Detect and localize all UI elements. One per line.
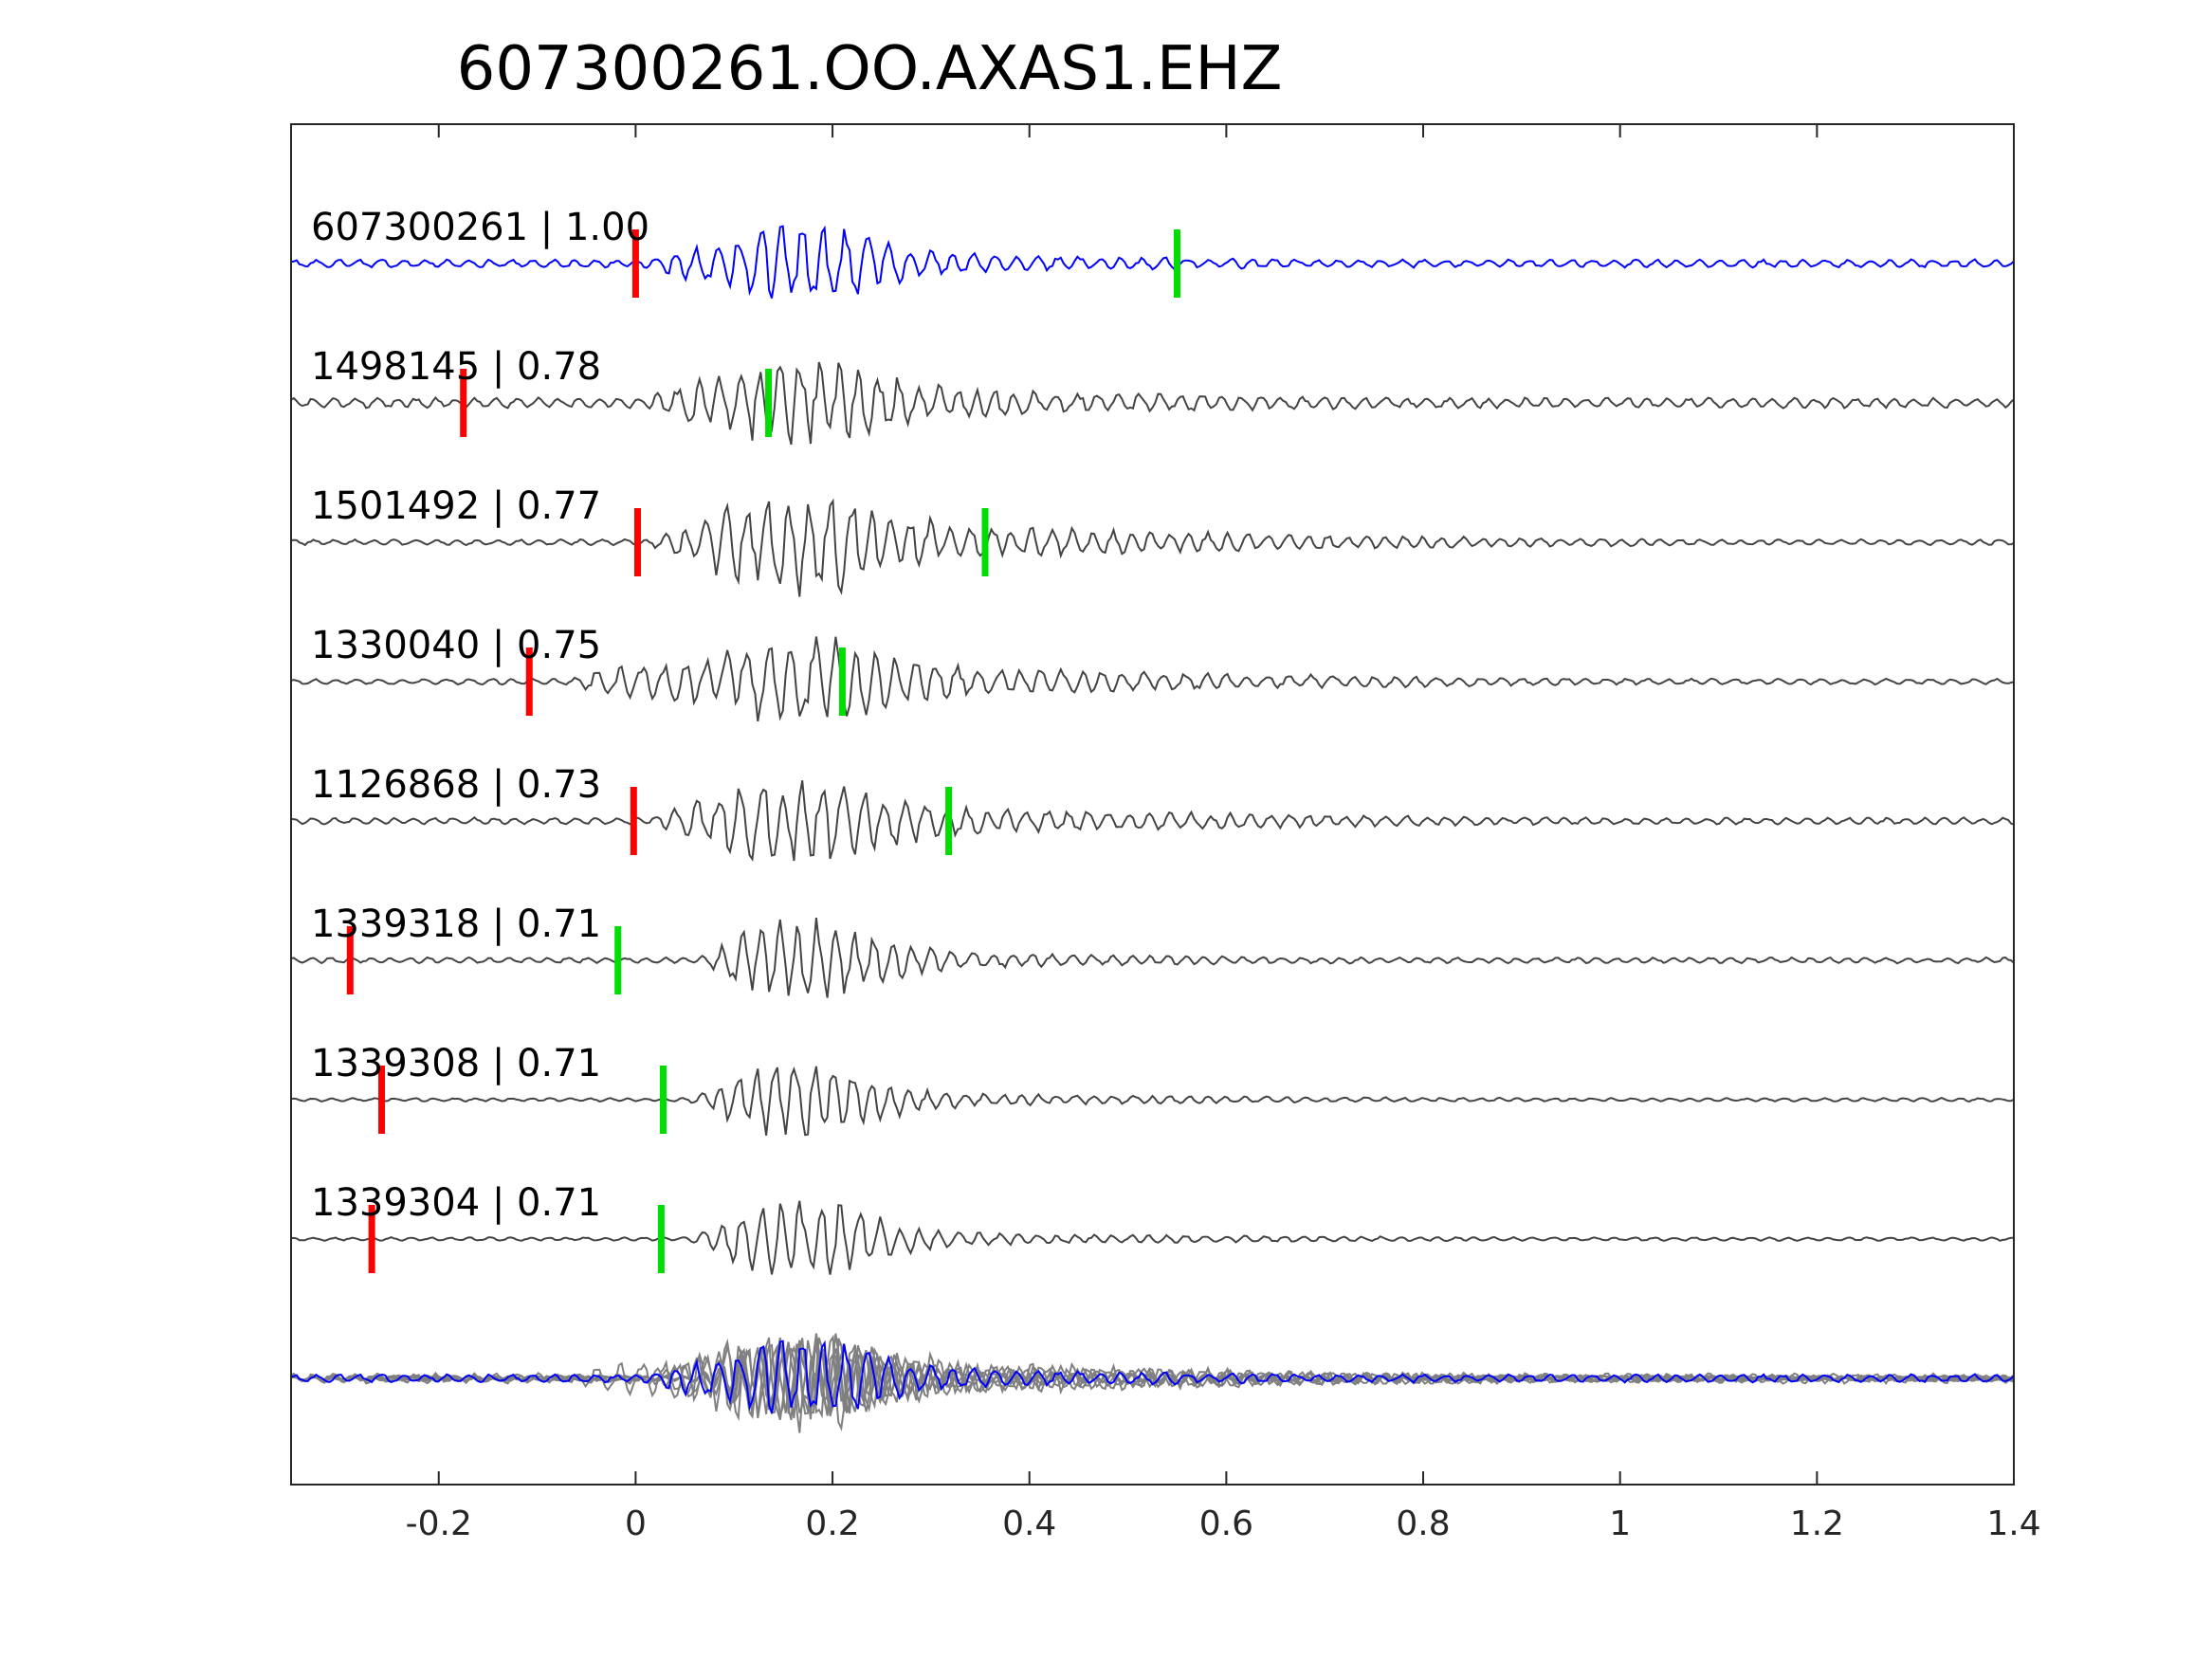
trace-4: [290, 780, 2015, 862]
stack-template-trace: [290, 1340, 2015, 1413]
trace-6: [290, 1066, 2015, 1137]
trace-2: [290, 498, 2015, 597]
x-tick-label-4: 0.6: [1199, 1504, 1253, 1543]
picks-layer: [346, 229, 1180, 1273]
trace-3: [290, 636, 2015, 722]
x-tick-label-3: 0.4: [1002, 1504, 1056, 1543]
chart-title: 607300261.OO.AXAS1.EHZ: [457, 34, 1283, 104]
trace-label-3: 1330040 | 0.75: [311, 624, 601, 667]
x-tick-label-7: 1.2: [1790, 1504, 1844, 1543]
x-axis-ticks: -0.2 0 0.2 0.4 0.6 0.8 1 1.2 1.4: [406, 124, 2041, 1543]
trace-7: [290, 1200, 2014, 1275]
trace-5: [290, 917, 2015, 998]
trace-label-5: 1339318 | 0.71: [311, 902, 601, 946]
x-tick-label-5: 0.8: [1396, 1504, 1450, 1543]
x-tick-label-6: 1: [1609, 1504, 1631, 1543]
trace-label-1: 1498145 | 0.78: [311, 345, 601, 389]
x-tick-label-8: 1.4: [1986, 1504, 2040, 1543]
trace-1: [290, 361, 2015, 446]
axes-frame: [290, 123, 2015, 1486]
trace-label-0: 607300261 | 1.00: [311, 206, 649, 249]
x-tick-label-2: 0.2: [805, 1504, 859, 1543]
x-tick-label-1: 0: [625, 1504, 647, 1543]
labels-layer: 607300261 | 1.00 1498145 | 0.78 1501492 | …: [311, 206, 649, 1225]
trace-label-4: 1126868 | 0.73: [311, 763, 601, 807]
x-tick-label-0: -0.2: [406, 1504, 472, 1543]
trace-label-2: 1501492 | 0.77: [311, 484, 601, 528]
trace-label-7: 1339304 | 0.71: [311, 1181, 601, 1225]
traces-layer: [290, 225, 2015, 1433]
trace-0: [290, 225, 2015, 299]
trace-label-6: 1339308 | 0.71: [311, 1042, 601, 1085]
